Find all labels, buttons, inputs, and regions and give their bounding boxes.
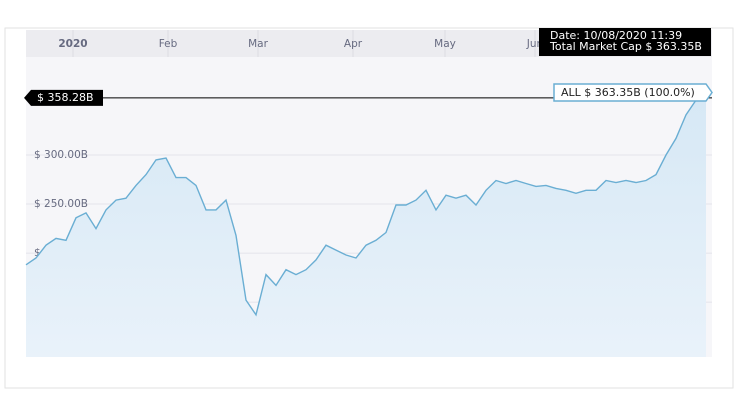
current-price-flag [24,89,103,106]
area [26,92,706,358]
x-tick-label: Feb [159,38,178,50]
x-tick-label: May [434,38,456,50]
x-tick-label: Mar [248,38,268,50]
x-tick-label: Jun [526,38,543,50]
legend-box [553,83,713,102]
tooltip-text: Total Market Cap $ 363.35B [549,40,702,53]
current-price-label: $ 358.28B [37,91,94,104]
line [25,92,707,317]
tooltip-box [539,28,711,56]
x-tick-label: Apr [344,38,363,50]
tooltip-text: Date: 10/08/2020 11:39 [550,29,682,42]
legend-label: ALL $ 363.35B (100.0%) [561,86,695,99]
x-tick-label: 2020 [58,38,87,50]
y-tick-label: $ 300.00B [34,149,88,161]
y-tick-label: $ 250.00B [34,198,88,210]
